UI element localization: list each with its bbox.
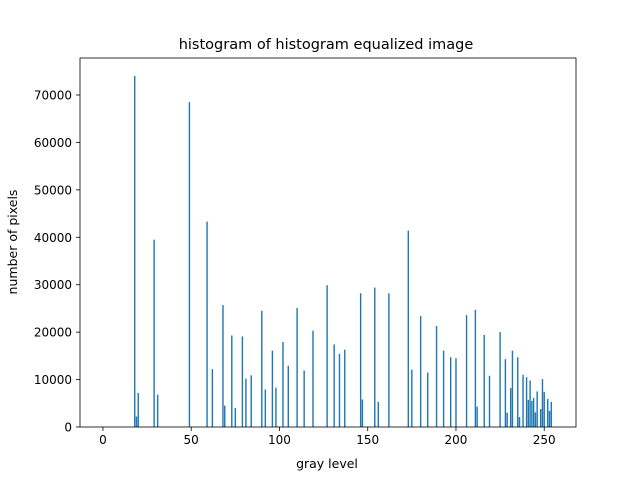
x-tick-label: 200: [445, 433, 468, 447]
axes-group: 0 50 100 150 200 250 0 10000 20000 30000 40000 5000…: [34, 57, 577, 447]
y-tick-label: 20000: [34, 326, 72, 340]
bar: [442, 350, 445, 427]
bar: [543, 391, 545, 427]
bar: [361, 399, 364, 427]
bar: [303, 370, 305, 427]
bar: [449, 357, 452, 427]
bar: [506, 412, 508, 427]
y-tick-label: 70000: [34, 88, 72, 102]
bar: [511, 350, 514, 427]
y-tick-label: 10000: [34, 373, 72, 387]
x-tick-label: 100: [268, 433, 291, 447]
bar: [509, 388, 512, 427]
bar: [338, 353, 341, 427]
y-tick-label: 30000: [34, 278, 72, 292]
bar: [326, 285, 328, 427]
bar: [499, 332, 501, 427]
bar: [296, 307, 298, 427]
y-tick-label: 40000: [34, 231, 72, 245]
bar: [534, 412, 537, 427]
x-tick-label: 250: [533, 433, 556, 447]
bar: [137, 392, 139, 427]
x-tick-label: 150: [356, 433, 379, 447]
bar: [287, 365, 289, 427]
bar: [241, 336, 244, 427]
bar: [435, 325, 438, 427]
y-tick-label: 60000: [34, 136, 72, 150]
bar: [531, 400, 533, 427]
chart-title: histogram of histogram equalized image: [179, 37, 474, 53]
bar: [245, 378, 247, 427]
bar: [407, 230, 410, 427]
y-tick-label: 0: [64, 421, 72, 435]
bar: [539, 408, 542, 427]
bar: [522, 374, 524, 427]
bar: [529, 380, 531, 427]
bar: [188, 102, 191, 428]
bar: [541, 379, 544, 427]
bar: [134, 76, 136, 428]
bar: [536, 391, 538, 427]
bar: [344, 349, 346, 427]
bars-group: [134, 76, 552, 428]
bar: [135, 416, 138, 427]
bar: [483, 334, 485, 427]
bar: [525, 377, 528, 427]
bar: [206, 221, 208, 427]
bar: [427, 372, 429, 427]
bar: [271, 350, 274, 427]
bar: [547, 399, 549, 427]
bar: [377, 401, 380, 427]
bar: [455, 358, 457, 427]
bar: [224, 405, 226, 427]
bar: [264, 389, 267, 427]
bar: [312, 330, 314, 427]
bar: [234, 408, 237, 427]
x-tick-label: 50: [184, 433, 199, 447]
bar: [275, 387, 277, 427]
x-tick-label: 0: [99, 433, 107, 447]
bar: [488, 375, 491, 427]
x-axis-label: gray level: [296, 456, 358, 471]
bar: [419, 316, 422, 427]
bar: [476, 406, 478, 427]
bar: [211, 369, 214, 427]
bar: [474, 309, 477, 427]
bar: [550, 401, 552, 427]
bar: [527, 399, 530, 427]
y-tick-label: 50000: [34, 183, 72, 197]
bar: [517, 357, 519, 427]
plot-frame: [79, 57, 577, 428]
bar: [504, 359, 507, 427]
bar: [261, 310, 263, 427]
bar: [532, 398, 535, 427]
bar: [333, 344, 335, 427]
bar: [359, 293, 362, 427]
bar: [388, 293, 390, 427]
bar: [465, 315, 468, 427]
bar: [250, 375, 252, 427]
bar: [518, 417, 521, 427]
bar: [411, 369, 413, 427]
bar: [231, 335, 233, 427]
bar: [222, 305, 224, 427]
bar: [374, 287, 376, 427]
bar: [282, 342, 284, 427]
bar: [153, 239, 155, 427]
bar: [156, 394, 159, 427]
y-axis-label: number of pixels: [5, 190, 20, 295]
bar: [548, 410, 551, 427]
